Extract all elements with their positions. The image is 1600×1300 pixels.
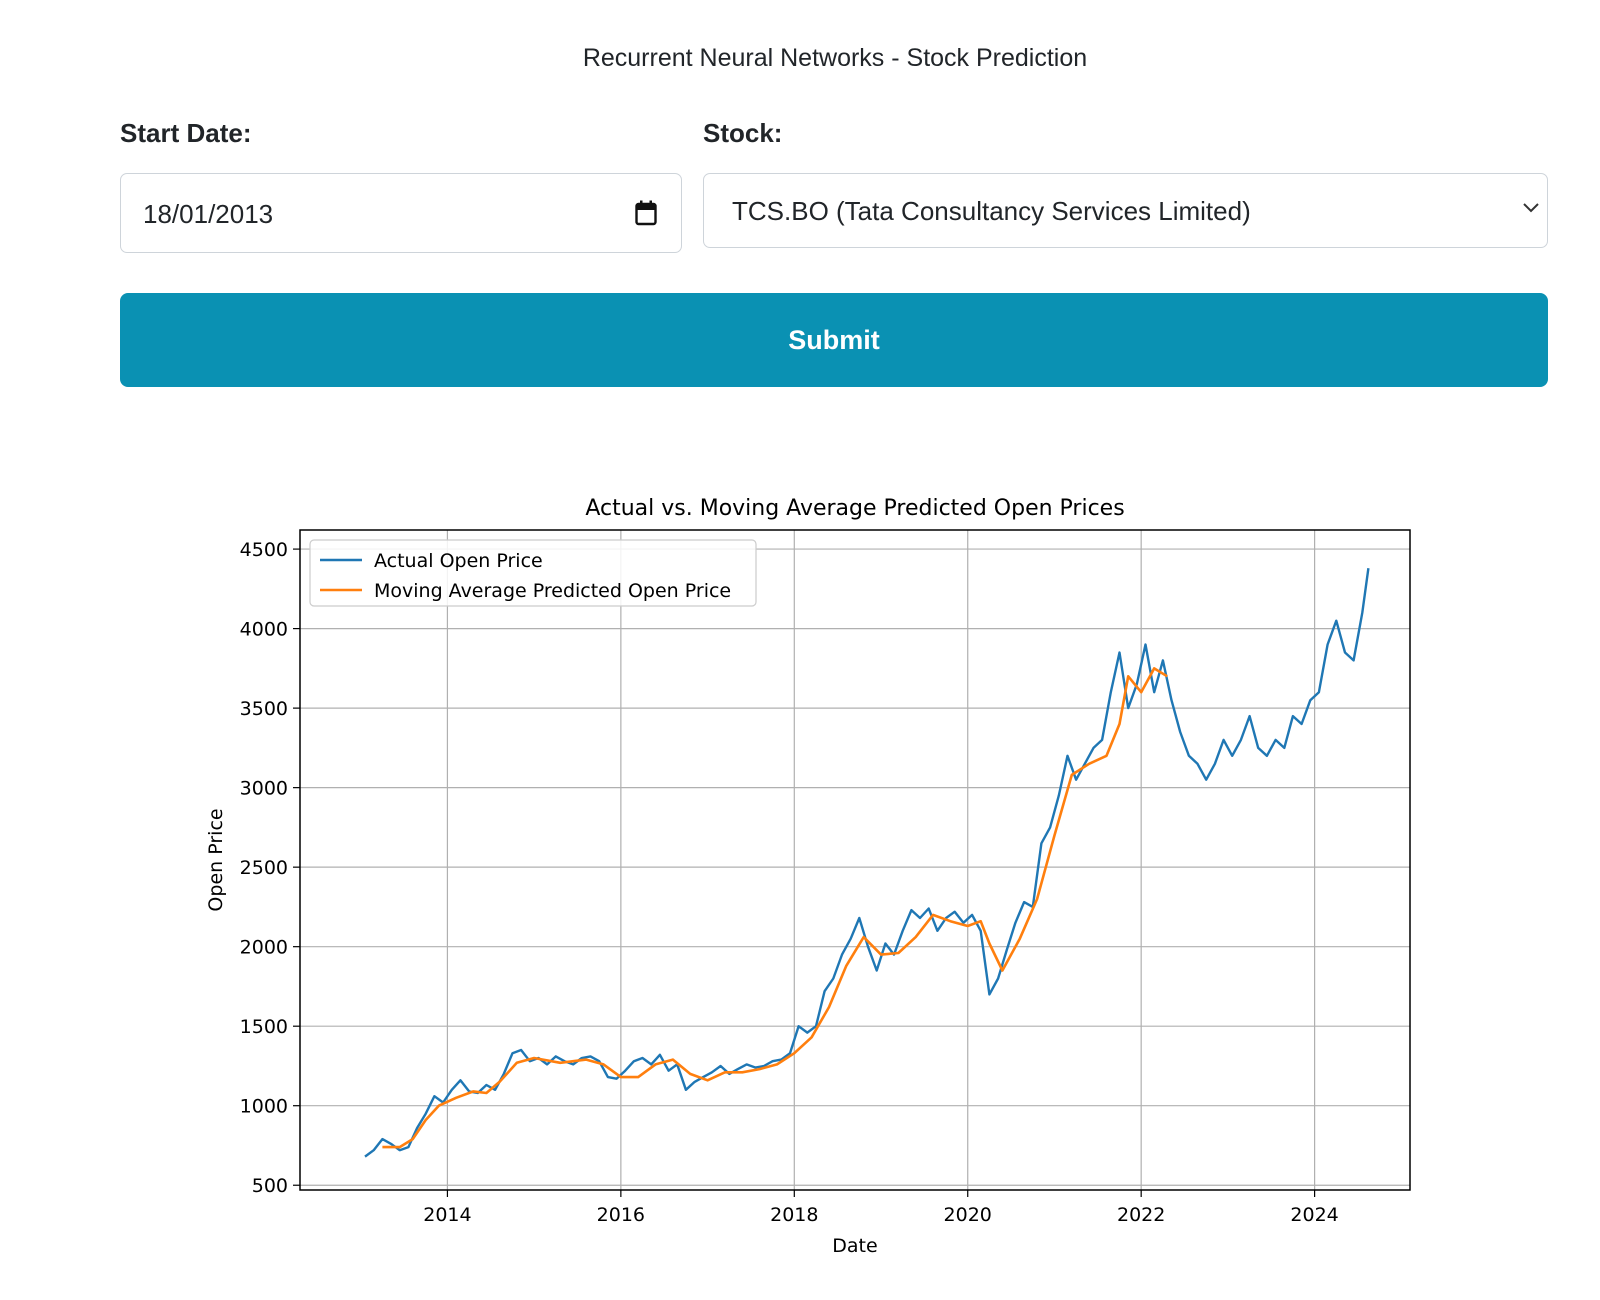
y-tick-label: 3500: [240, 698, 288, 720]
y-tick-label: 2500: [240, 857, 288, 879]
y-tick-label: 2000: [240, 937, 288, 959]
chart-y-axis-label: Open Price: [205, 808, 227, 911]
chevron-down-icon: [1523, 203, 1539, 213]
legend-label: Moving Average Predicted Open Price: [374, 580, 731, 602]
chart-ticks: 2014 2016 2018 2020 2022 2024 500 1000 1500 2000 2…: [240, 539, 1339, 1226]
start-date-value: 18/01/2013: [143, 199, 274, 229]
y-tick-label: 4500: [240, 539, 288, 561]
chart-axes-frame: [299, 529, 1411, 1191]
start-date-input[interactable]: 18/01/2013: [120, 173, 682, 253]
actual-open-price-line: [364, 568, 1370, 1158]
x-tick-label: 2024: [1290, 1204, 1338, 1226]
chart-legend: Actual Open Price Moving Average Predicte…: [309, 539, 757, 607]
x-tick-label: 2022: [1117, 1204, 1165, 1226]
stock-select-value: TCS.BO (Tata Consultancy Services Limite…: [732, 196, 1251, 226]
legend-label: Actual Open Price: [374, 550, 543, 572]
start-date-label: Start Date:: [120, 118, 252, 148]
y-tick-label: 500: [252, 1175, 288, 1197]
y-tick-label: 3000: [240, 778, 288, 800]
y-tick-label: 1000: [240, 1096, 288, 1118]
stock-label: Stock:: [703, 118, 783, 148]
page-title: Recurrent Neural Networks - Stock Predic…: [582, 44, 1088, 72]
chart-title: Actual vs. Moving Average Predicted Open…: [585, 496, 1124, 521]
chart-x-axis-label: Date: [832, 1235, 877, 1257]
y-tick-label: 4000: [240, 619, 288, 641]
chart-series: [364, 568, 1370, 1158]
legend-box: [309, 539, 757, 607]
stock-select[interactable]: TCS.BO (Tata Consultancy Services Limite…: [703, 173, 1548, 248]
chart: 2014 2016 2018 2020 2022 2024 500 1000 1500 2000 2…: [205, 496, 1411, 1257]
calendar-icon[interactable]: [635, 200, 657, 226]
x-tick-label: 2016: [597, 1204, 645, 1226]
y-tick-label: 1500: [240, 1016, 288, 1038]
x-tick-label: 2018: [770, 1204, 818, 1226]
submit-button[interactable]: Submit: [120, 293, 1548, 387]
chart-grid: [300, 530, 1410, 1190]
x-tick-label: 2014: [423, 1204, 471, 1226]
predicted-open-price-line: [382, 667, 1168, 1149]
x-tick-label: 2020: [944, 1204, 992, 1226]
